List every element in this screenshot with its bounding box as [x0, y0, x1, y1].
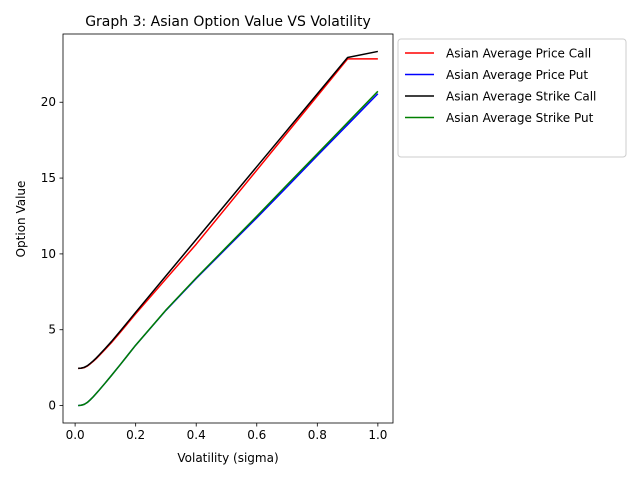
x-tick-label: 0.0: [66, 428, 85, 442]
y-tick-label: 15: [41, 171, 56, 185]
series-line-1: [78, 58, 378, 370]
y-tick-label: 0: [48, 399, 56, 413]
x-tick-label: 0.8: [308, 428, 327, 442]
legend-label-2: Asian Average Price Put: [446, 68, 588, 82]
x-tick-label: 0.4: [187, 428, 206, 442]
series-line-2: [78, 93, 379, 407]
y-tick-label: 20: [41, 95, 56, 109]
y-axis-label: Option Value: [14, 181, 28, 258]
chart-title: Graph 3: Asian Option Value VS Volatilit…: [85, 14, 371, 30]
x-tick-label: 0.2: [126, 428, 145, 442]
series-line-4: [78, 90, 379, 407]
x-tick-label: 0.6: [247, 428, 266, 442]
series-lines: [78, 50, 379, 407]
legend-label-3: Asian Average Strike Call: [446, 90, 596, 104]
series-line-3: [78, 50, 379, 370]
plot-area: [62, 33, 394, 424]
legend-label-4: Asian Average Strike Put: [446, 111, 594, 125]
x-axis-label: Volatility (sigma): [177, 451, 278, 465]
x-axis: 0.0 0.2 0.4 0.6 0.8 1.0: [66, 423, 387, 442]
legend: Asian Average Price Call Asian Average Pr…: [397, 38, 627, 158]
y-tick-label: 10: [41, 247, 56, 261]
legend-label-1: Asian Average Price Call: [446, 47, 591, 61]
y-tick-label: 5: [48, 323, 56, 337]
legend-frame: [397, 38, 627, 158]
y-axis: 0 5 10 15 20: [41, 95, 63, 413]
plot-frame: [62, 33, 394, 424]
x-tick-label: 1.0: [368, 428, 387, 442]
